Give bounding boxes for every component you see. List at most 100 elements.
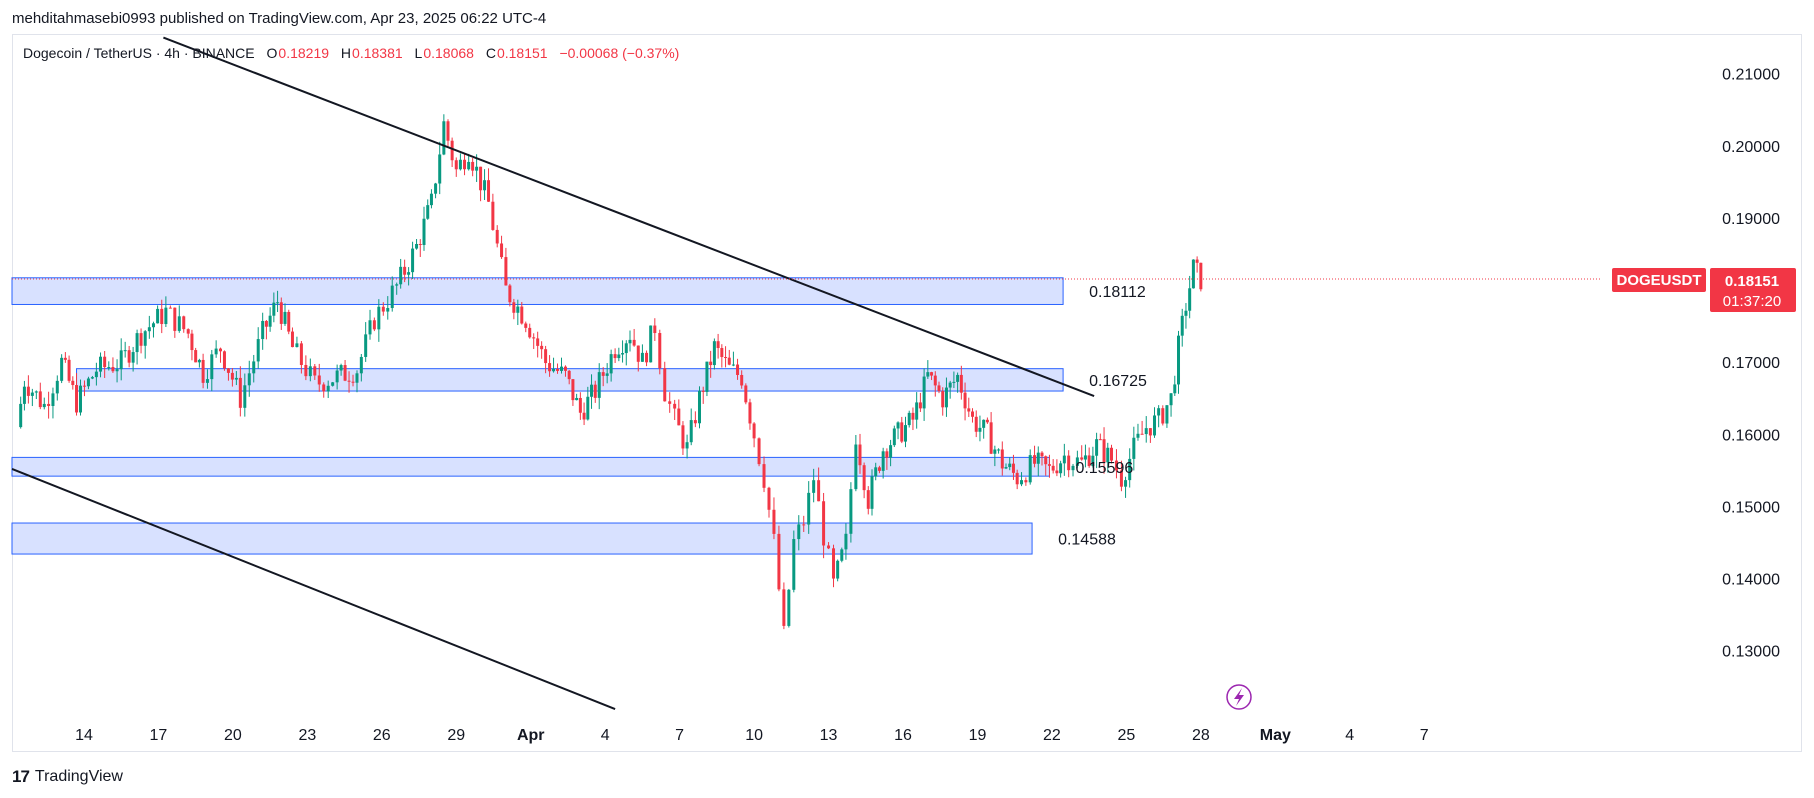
candle (55, 375, 59, 401)
flash-icon[interactable] (1226, 684, 1252, 710)
candle (63, 352, 67, 363)
candle (287, 309, 291, 335)
candle (512, 298, 516, 320)
candle (504, 247, 508, 286)
close-value: 0.18151 (496, 45, 548, 61)
candle (399, 258, 403, 289)
tradingview-logo[interactable]: 17 TradingView (12, 767, 123, 787)
candle (1095, 432, 1099, 469)
candle (197, 358, 201, 368)
candle (832, 544, 836, 588)
time-tick: 10 (745, 727, 763, 744)
zone-box-0.18112[interactable] (11, 277, 1064, 305)
candle (993, 445, 997, 467)
tradingview-brand: TradingView (34, 768, 123, 785)
candle (590, 374, 594, 409)
candle (1124, 476, 1128, 498)
candle (90, 375, 94, 380)
candle (621, 340, 625, 363)
candle (552, 357, 556, 373)
candle (1015, 469, 1019, 490)
candle (205, 369, 209, 389)
candle (1083, 444, 1087, 468)
low-key: L (414, 45, 423, 61)
candle (261, 312, 265, 350)
candle (1080, 445, 1084, 461)
candle (797, 515, 801, 551)
candle (230, 368, 234, 387)
close-key: C (485, 45, 496, 61)
candle (222, 350, 226, 371)
candle (500, 235, 504, 259)
candle (1051, 459, 1055, 474)
candle (317, 363, 321, 392)
candle (524, 321, 528, 333)
candle (22, 380, 26, 411)
candle (922, 368, 926, 421)
change-value: −0.00068 (−0.37%) (559, 45, 680, 61)
open-value: 0.18219 (278, 45, 330, 61)
candle (438, 141, 442, 195)
candle (151, 321, 155, 338)
symbol-title[interactable]: Dogecoin / TetherUS · 4h · BINANCE (23, 45, 255, 61)
candle (1169, 393, 1173, 417)
candle (985, 417, 989, 424)
candle (748, 398, 752, 430)
price-tick: 0.13000 (1722, 644, 1780, 661)
candle (967, 397, 971, 417)
candle (740, 370, 744, 389)
candle (1177, 330, 1181, 394)
time-tick: 4 (601, 727, 610, 744)
candle (632, 328, 636, 347)
ticker-tag[interactable]: DOGEUSDT (1612, 268, 1706, 292)
price-tick: 0.20000 (1722, 139, 1780, 156)
candle (937, 381, 941, 394)
chart-pane[interactable] (12, 34, 1802, 752)
candle (139, 328, 143, 354)
trendlines-layer (11, 36, 1095, 711)
candle (731, 351, 735, 367)
candle (82, 380, 86, 397)
trendline-2[interactable] (11, 468, 616, 711)
candle (214, 340, 218, 358)
candle (1132, 426, 1136, 471)
candle (959, 365, 963, 400)
candle (119, 338, 123, 381)
candle (827, 542, 831, 550)
candle (952, 371, 956, 389)
candle (218, 347, 222, 363)
candle (19, 396, 23, 429)
candle (111, 357, 115, 373)
candle (210, 349, 214, 392)
candle (597, 363, 601, 410)
zone-box-0.14588[interactable] (11, 522, 1033, 555)
trendline-1[interactable] (163, 36, 1095, 398)
candle (693, 411, 697, 428)
candle (177, 305, 181, 333)
candle (1119, 460, 1123, 492)
candle (807, 481, 811, 534)
candle (617, 347, 621, 362)
candle (697, 386, 701, 429)
candle (168, 305, 172, 309)
candle (1040, 451, 1044, 466)
candle (854, 435, 858, 492)
candle (458, 153, 462, 171)
candle (454, 157, 458, 177)
candle (47, 391, 51, 419)
candle (1184, 303, 1188, 329)
candle (279, 297, 283, 330)
candle (407, 267, 411, 286)
candle (689, 408, 693, 446)
candle (415, 239, 419, 250)
candle (1173, 375, 1177, 396)
candle (974, 410, 978, 438)
candle (471, 157, 475, 177)
candle (1199, 262, 1203, 292)
bar-countdown: 01:37:20 (1723, 293, 1781, 310)
candle (38, 382, 42, 410)
zone-box-0.15596[interactable] (11, 456, 1050, 477)
zone-labels-layer: 0.18112 0.16725 0.15596 0.14588 (1058, 284, 1147, 548)
candle (426, 199, 430, 220)
